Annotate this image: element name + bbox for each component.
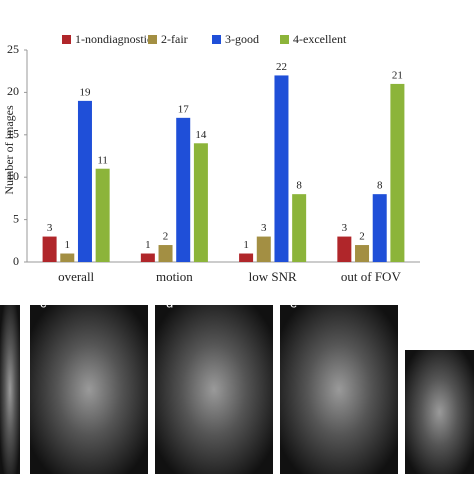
data-label: 3: [342, 222, 348, 234]
y-tick-label: 15: [7, 127, 19, 141]
data-label: 1: [243, 239, 249, 251]
data-label: 22: [276, 61, 287, 73]
data-label: 2: [359, 231, 365, 243]
y-axis-label: Number of images: [2, 105, 16, 195]
data-label: 14: [195, 129, 207, 141]
image-panel: [405, 350, 474, 474]
data-label: 8: [377, 180, 383, 192]
bar: [355, 245, 370, 262]
legend-swatch: [62, 35, 71, 44]
x-tick-label: motion: [156, 269, 193, 284]
data-label: 1: [145, 239, 151, 251]
legend-label: 2-fair: [161, 32, 188, 46]
bar: [193, 143, 208, 262]
bar: [372, 194, 387, 262]
bar: [176, 117, 191, 262]
bar: [390, 83, 405, 262]
data-label: 1: [65, 239, 71, 251]
bar: [337, 236, 352, 262]
data-label: 19: [79, 86, 91, 98]
image-panel: [155, 305, 273, 474]
data-label: 17: [178, 103, 190, 115]
legend-swatch: [148, 35, 157, 44]
data-label: 8: [296, 180, 302, 192]
legend-label: 3-good: [225, 32, 259, 46]
y-tick-label: 0: [13, 254, 19, 268]
image-panel: [0, 305, 20, 474]
bar: [95, 168, 110, 262]
legend-label: 1-nondiagnostic: [75, 32, 152, 46]
x-tick-label: overall: [58, 269, 94, 284]
bar: [60, 253, 75, 262]
bar: [256, 236, 271, 262]
panel-label: e: [290, 295, 297, 310]
y-tick-label: 20: [7, 84, 19, 98]
legend-swatch: [280, 35, 289, 44]
data-label: 11: [97, 154, 108, 166]
y-tick-label: 25: [7, 42, 19, 56]
image-panel: [30, 305, 148, 474]
image-panel: [280, 305, 398, 474]
data-label: 2: [163, 231, 169, 243]
legend-swatch: [212, 35, 221, 44]
legend-label: 4-excellent: [293, 32, 347, 46]
x-tick-label: out of FOV: [341, 269, 402, 284]
y-tick-label: 10: [7, 169, 19, 183]
panel-label: d: [166, 295, 173, 310]
data-label: 3: [261, 222, 267, 234]
bar: [292, 194, 307, 262]
data-label: 21: [392, 69, 403, 81]
image-panels: c d e: [0, 295, 474, 474]
y-tick-label: 5: [13, 211, 19, 225]
bar: [140, 253, 155, 262]
bar: [77, 100, 92, 262]
bar: [239, 253, 254, 262]
panel-label: c: [40, 295, 47, 310]
bar: [158, 245, 173, 262]
bar: [42, 236, 57, 262]
bar: [274, 75, 289, 262]
data-label: 3: [47, 222, 53, 234]
x-tick-label: low SNR: [249, 269, 297, 284]
